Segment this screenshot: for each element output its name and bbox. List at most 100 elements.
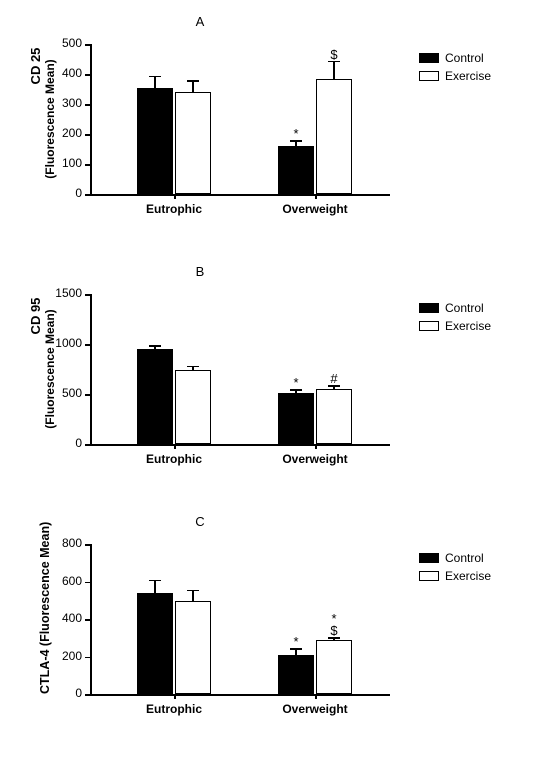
bar-fill [278,655,314,694]
bar-fill [137,88,173,195]
x-tick [315,694,317,699]
x-axis [90,694,390,696]
bar-control [137,44,173,194]
y-axis-label-1: CD 95 [28,241,43,391]
legend-swatch [419,53,439,63]
y-axis [90,544,92,695]
significance-marker: $ [316,623,352,638]
bar-exercise [175,44,211,194]
x-category-label: Overweight [265,702,365,716]
legend-item: Control [419,300,515,316]
bar-exercise [175,544,211,694]
legend-swatch [419,571,439,581]
bar-control [137,544,173,694]
y-axis [90,294,92,445]
y-tick [85,544,90,546]
y-axis-label-1: CD 25 [28,0,43,141]
significance-marker: * [278,634,314,649]
y-tick [85,134,90,136]
legend-label: Exercise [445,69,491,83]
bar-fill [137,593,173,694]
y-axis [90,44,92,195]
panel-C: C 0200400600800EutrophicOverweight**$ CTLA… [0,510,537,740]
bar-fill [175,370,211,444]
bar-control [278,294,314,444]
bar-fill [316,79,352,195]
error-cap [187,80,199,82]
bar-fill [316,389,352,444]
y-tick [85,394,90,396]
x-category-label: Overweight [265,202,365,216]
legend-swatch [419,303,439,313]
x-tick [174,194,176,199]
legend-label: Control [445,551,484,565]
y-tick [85,194,90,196]
legend: Control Exercise [419,300,515,336]
bar-exercise [316,294,352,444]
x-tick [315,194,317,199]
x-tick [174,444,176,449]
panel-title: C [0,514,400,529]
chart-area: 0200400600800EutrophicOverweight**$ [90,544,390,694]
y-tick [85,582,90,584]
bar-control [278,544,314,694]
legend-label: Control [445,51,484,65]
legend-label: Control [445,301,484,315]
y-tick [85,619,90,621]
error-cap [149,76,161,78]
chart-area: 0100200300400500EutrophicOverweight*$ [90,44,390,194]
significance-marker: $ [316,47,352,62]
legend: Control Exercise [419,550,515,586]
legend-swatch [419,71,439,81]
y-axis-label-2: (Fluorescence Mean) [43,294,57,444]
legend-item: Control [419,550,515,566]
legend-swatch [419,321,439,331]
y-tick [85,164,90,166]
legend-item: Exercise [419,318,515,334]
x-axis [90,444,390,446]
y-tick [85,294,90,296]
legend-item: Control [419,50,515,66]
y-tick [85,104,90,106]
significance-marker: * [278,126,314,141]
error-cap [149,580,161,582]
panel-A: A0100200300400500EutrophicOverweight*$CD… [0,10,537,240]
legend-item: Exercise [419,68,515,84]
y-axis-label: CTLA-4 (Fluorescence Mean) [38,544,52,694]
error-bar [154,580,156,593]
chart-area: 050010001500EutrophicOverweight*# [90,294,390,444]
bar-fill [137,349,173,444]
error-cap [149,345,161,347]
bar-fill [278,393,314,444]
y-axis-label-2: (Fluorescence Mean) [43,44,57,194]
legend: Control Exercise [419,50,515,86]
significance-marker: * [278,375,314,390]
bar-control [278,44,314,194]
y-tick [85,74,90,76]
panel-title: B [0,264,400,279]
error-bar [154,76,156,88]
y-tick [85,444,90,446]
legend-label: Exercise [445,569,491,583]
error-bar [192,590,194,601]
bar-control [137,294,173,444]
error-bar [192,80,194,92]
error-bar [333,61,335,79]
y-tick [85,657,90,659]
significance-marker: # [316,371,352,386]
error-cap [187,590,199,592]
x-category-label: Eutrophic [124,702,224,716]
panel-title: A [0,14,400,29]
bar-fill [316,640,352,694]
y-tick [85,44,90,46]
x-tick [174,694,176,699]
bar-fill [278,146,314,194]
x-category-label: Overweight [265,452,365,466]
y-tick [85,344,90,346]
x-category-label: Eutrophic [124,452,224,466]
legend-swatch [419,553,439,563]
panel-B: B050010001500EutrophicOverweight*#CD 95(… [0,260,537,490]
bar-fill [175,92,211,194]
legend-item: Exercise [419,568,515,584]
legend-label: Exercise [445,319,491,333]
